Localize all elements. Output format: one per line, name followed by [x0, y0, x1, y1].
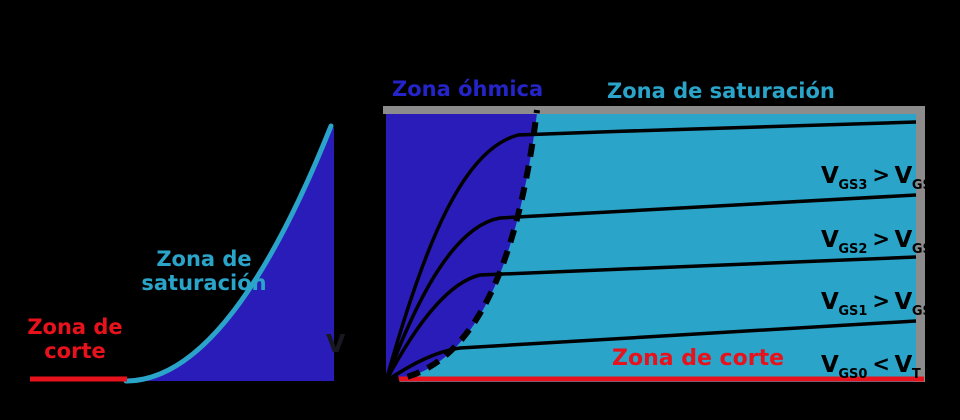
vgs0-lhs: V [821, 352, 839, 378]
right-plot [383, 106, 925, 384]
left-cutoff-zone-label-line2: corte [44, 339, 106, 363]
left-saturation-zone-label-line1: Zona de [156, 247, 252, 271]
vgs3-rhs-sub: GS2 [911, 178, 941, 193]
plot-frame-top-border [383, 106, 925, 114]
curve-label-vgs0: VGS0 < VT [821, 352, 921, 382]
vgs0-lhs-sub: GS0 [838, 367, 868, 382]
vgs0-rhs: V [894, 352, 913, 378]
vgs0-op: < [872, 352, 890, 376]
vgs3-rhs: V [894, 163, 913, 189]
curve-label-vgs3: VGS3 > VGS2 [821, 163, 941, 193]
vgs2-rhs-sub: GS1 [911, 242, 941, 257]
vgs2-op: > [872, 227, 890, 251]
left-transfer-curve [123, 123, 334, 384]
ohmic-saturation-boundary-dashed-curve [385, 109, 540, 384]
plot-frame-right-border [916, 106, 925, 382]
vgs1-lhs-sub: GS1 [838, 304, 868, 319]
curve-vgs0 [385, 319, 917, 383]
curve-label-vgs2: VGS2 > VGS1 [821, 227, 941, 257]
curve-label-vgs1: VGS1 > VGS0 [821, 289, 941, 319]
left-plot [30, 123, 334, 384]
curve-vgs2 [384, 193, 917, 382]
vgs2-rhs: V [894, 227, 913, 253]
curve-vgs1 [384, 255, 917, 382]
right-ohmic-region [386, 113, 537, 381]
vgs3-op: > [872, 163, 890, 187]
vgs3-lhs-sub: GS3 [838, 178, 868, 193]
left-cutoff-zone-label-line1: Zona de [27, 315, 123, 339]
curve-vgs3 [384, 120, 917, 382]
vgs1-op: > [872, 289, 890, 313]
vgs1-rhs: V [894, 289, 913, 315]
vgs2-lhs-sub: GS2 [838, 242, 868, 257]
left-saturation-fill-area [126, 126, 334, 381]
left-cutoff-zone-label: Zona de corte [20, 315, 130, 363]
vgs2-lhs: V [821, 227, 839, 253]
right-cutoff-zone-label: Zona de corte [612, 346, 785, 371]
vgs0-rhs-sub: T [911, 367, 921, 382]
vgs3-lhs: V [821, 163, 839, 189]
vgs1-lhs: V [821, 289, 839, 315]
left-saturation-zone-label-line2: saturación [141, 271, 267, 295]
vgs1-rhs-sub: GS0 [911, 304, 941, 319]
left-axis-label-v: V [326, 329, 346, 358]
saturation-zone-title: Zona de saturación [607, 79, 835, 103]
ohmic-zone-title: Zona óhmica [392, 77, 544, 101]
left-saturation-zone-label: Zona de saturación [133, 247, 275, 295]
